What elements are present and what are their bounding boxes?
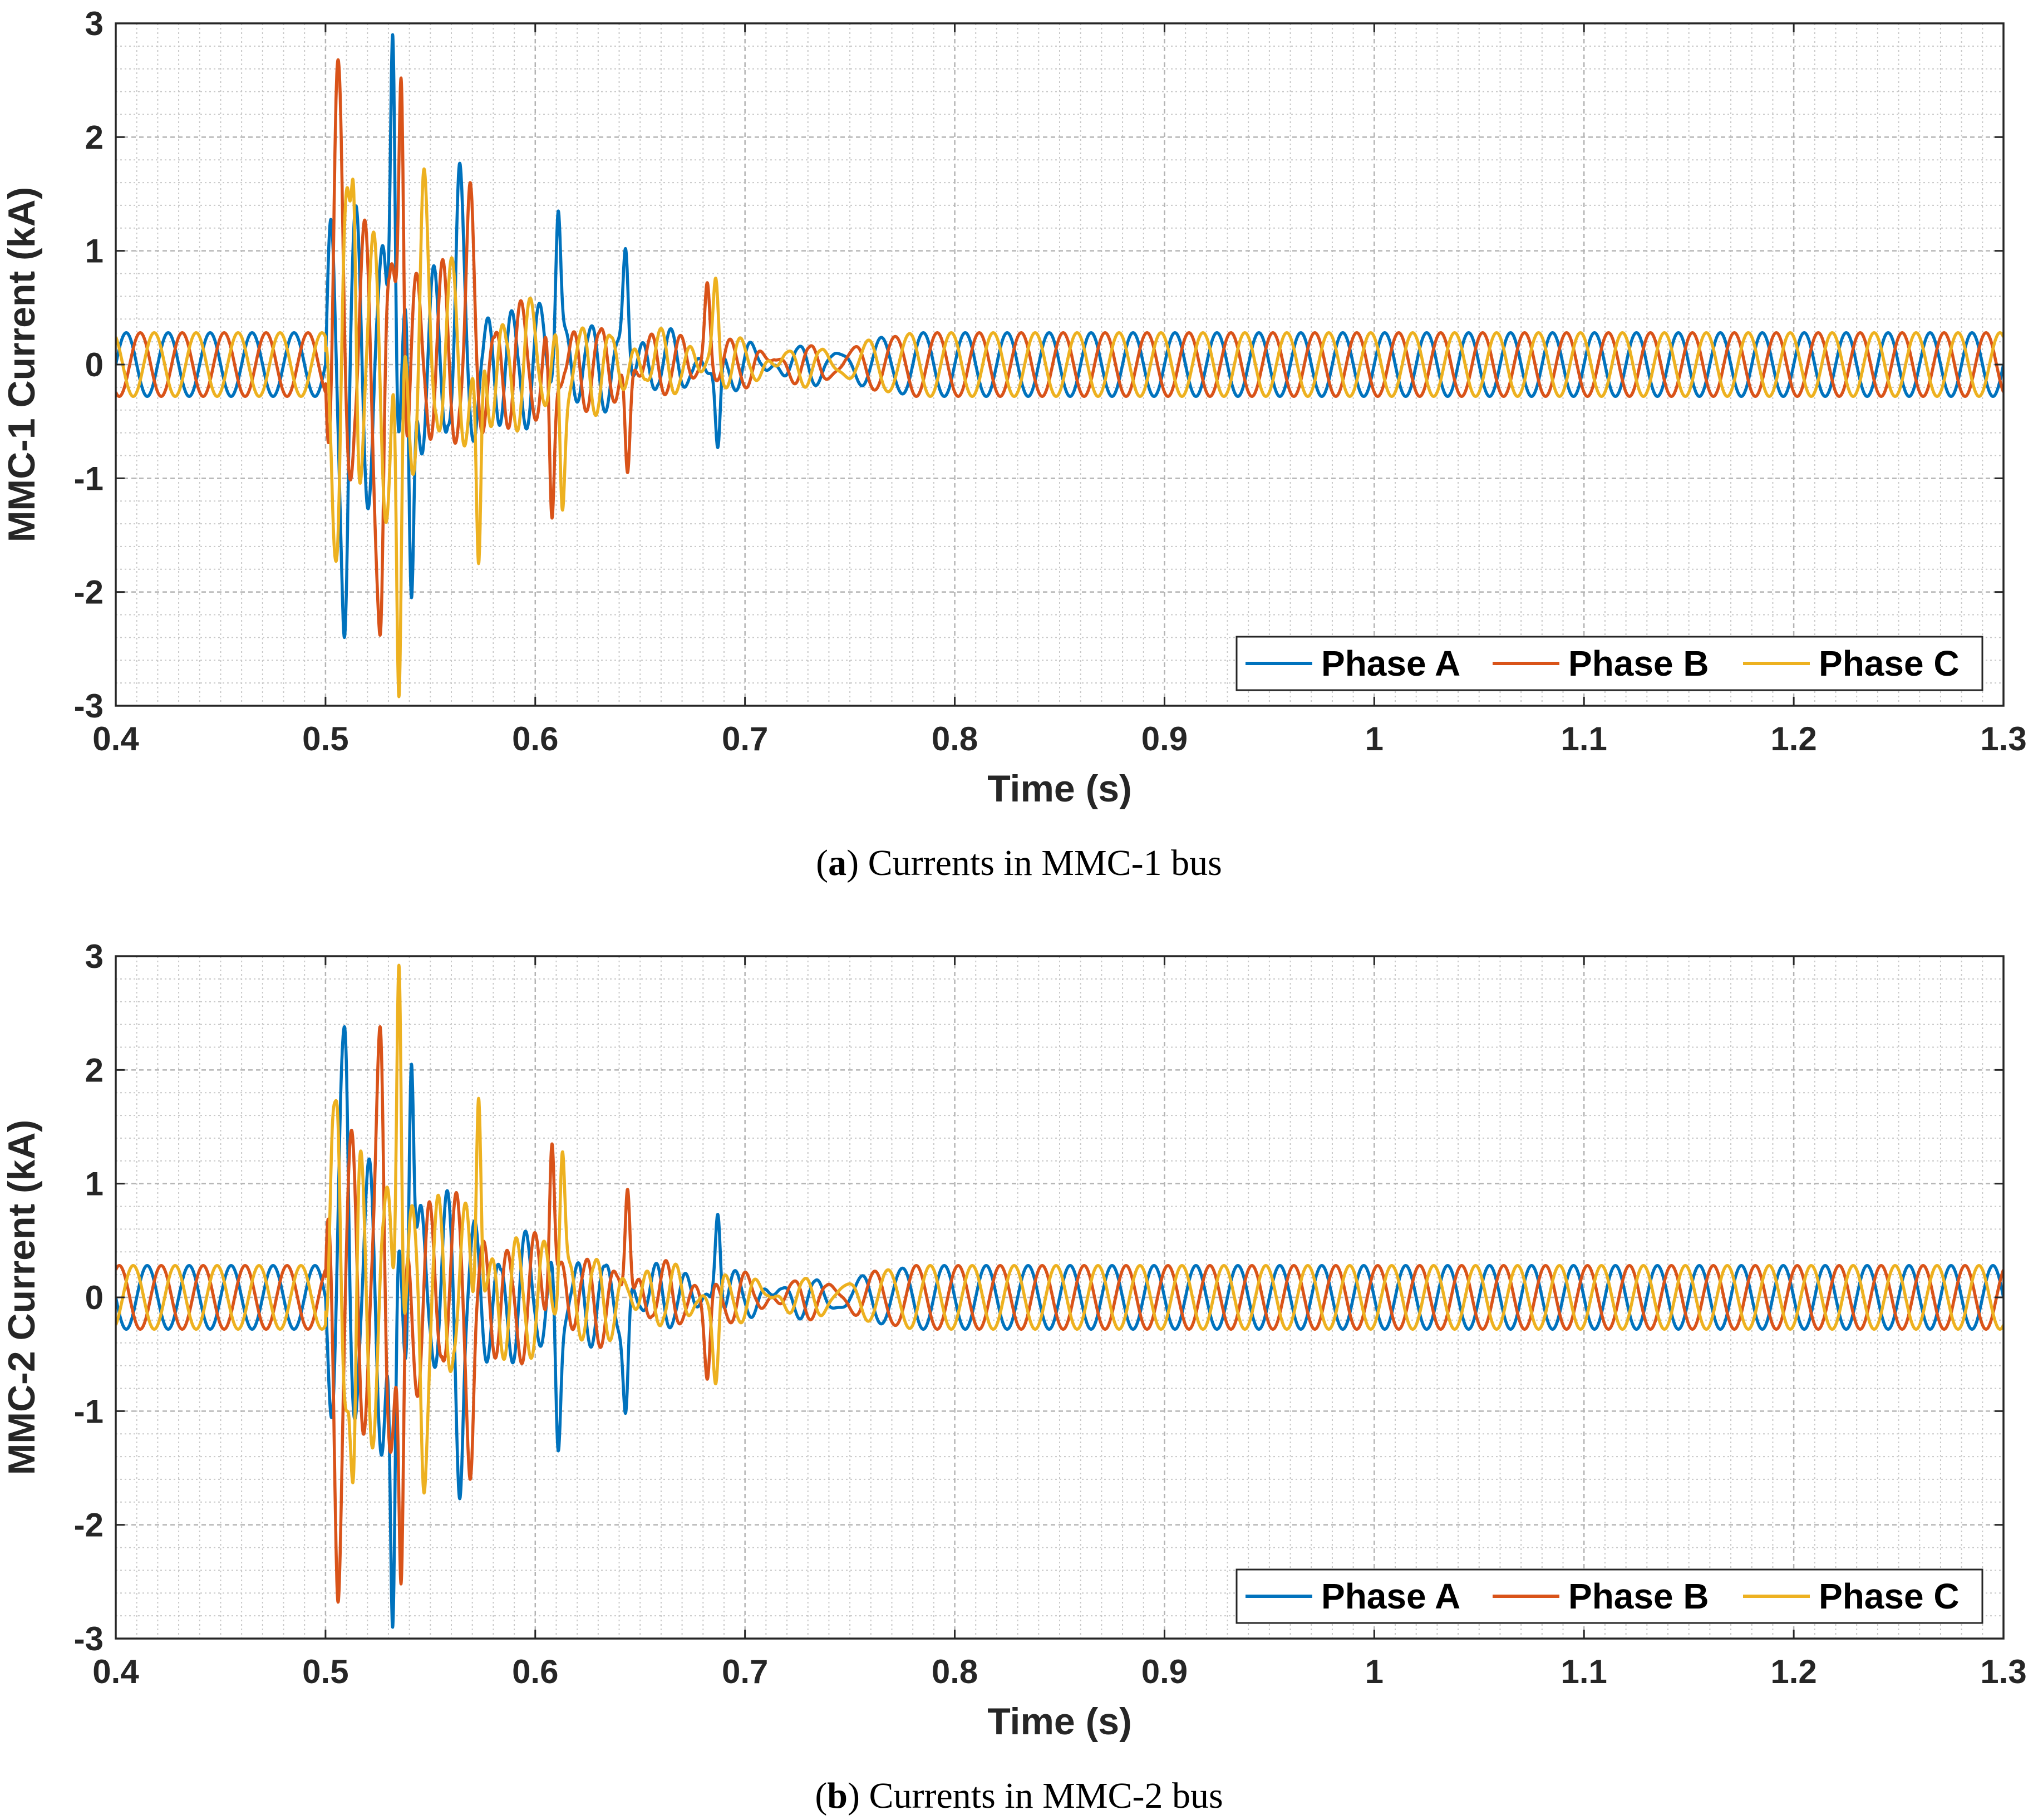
x-axis-label: Time (s)	[987, 1700, 1131, 1743]
x-tick-label: 1	[1365, 1653, 1384, 1690]
legend-label-phase-c: Phase C	[1819, 643, 1960, 683]
x-tick-label: 0.6	[512, 720, 558, 757]
x-tick-label: 0.5	[302, 720, 348, 757]
caption-text: Currents in MMC-1 bus	[868, 843, 1222, 883]
x-tick-label: 0.7	[722, 720, 768, 757]
legend: Phase A Phase B Phase C	[1235, 636, 1983, 691]
series-line-phase-b	[116, 58, 2003, 637]
y-tick-label: -2	[74, 1507, 104, 1544]
legend-box	[1235, 1568, 1983, 1624]
y-tick-label: 3	[85, 938, 104, 975]
x-tick-label: 0.9	[1141, 1653, 1188, 1690]
legend-box	[1235, 636, 1983, 691]
y-tick-label: 2	[85, 119, 104, 156]
caption-text: Currents in MMC-2 bus	[869, 1775, 1223, 1816]
legend-label-phase-a: Phase A	[1321, 643, 1460, 683]
x-tick-label: 0.9	[1141, 720, 1188, 757]
caption: (a) Currents in MMC-1 bus	[816, 843, 1222, 883]
x-tick-label: 1.3	[1980, 1653, 2026, 1690]
x-tick-label: 0.7	[722, 1653, 768, 1690]
y-axis-label: MMC-2 Current (kA)	[1, 1120, 43, 1475]
y-tick-label: 2	[85, 1051, 104, 1089]
x-tick-label: 1	[1365, 720, 1384, 757]
legend-label-phase-a: Phase A	[1321, 1576, 1460, 1616]
legend-label-phase-c: Phase C	[1819, 1576, 1960, 1616]
caption-label: b	[827, 1775, 848, 1816]
y-tick-label: -3	[74, 687, 104, 725]
legend: Phase A Phase B Phase C	[1235, 1568, 1983, 1624]
x-axis-label: Time (s)	[987, 768, 1131, 810]
series-group	[116, 963, 2003, 1629]
x-tick-label: 0.4	[92, 1653, 139, 1690]
x-tick-label: 0.4	[92, 720, 139, 757]
x-tick-label: 1.3	[1980, 720, 2026, 757]
caption: (b) Currents in MMC-2 bus	[815, 1775, 1223, 1816]
series-line-phase-c	[116, 167, 2003, 699]
series-line-phase-b	[116, 1025, 2003, 1604]
y-tick-label: 1	[85, 233, 104, 270]
y-tick-label: 1	[85, 1165, 104, 1203]
y-tick-label: 3	[85, 5, 104, 42]
y-tick-label: 0	[85, 1279, 104, 1316]
caption-label: a	[828, 843, 846, 883]
legend-label-phase-b: Phase B	[1568, 643, 1709, 683]
x-tick-label: 1.1	[1561, 720, 1607, 757]
y-tick-label: -1	[74, 460, 104, 497]
x-tick-label: 0.8	[932, 720, 978, 757]
x-tick-label: 1.1	[1561, 1653, 1607, 1690]
chart-panel-a: 0.4 0.5 0.6 0.7 0.8 0.9 1 1.1 1.2 1.3 -3 -2 -1 0 1 2 3 Ti…	[1, 5, 2027, 883]
grid	[115, 22, 2005, 707]
y-axis-label: MMC-1 Current (kA)	[1, 187, 43, 542]
x-tick-label: 0.5	[302, 1653, 348, 1690]
series-line-phase-c	[116, 963, 2003, 1495]
x-tick-label: 1.2	[1770, 1653, 1817, 1690]
x-tick-label: 1.2	[1770, 720, 1817, 757]
x-tick-label: 0.8	[932, 1653, 978, 1690]
chart-panel-b: 0.4 0.5 0.6 0.7 0.8 0.9 1 1.1 1.2 1.3 -3 -2 -1 0 1 2 3 Ti…	[1, 938, 2027, 1816]
y-tick-label: -3	[74, 1620, 104, 1657]
x-tick-label: 0.6	[512, 1653, 558, 1690]
series-group	[116, 33, 2003, 699]
y-tick-label: -2	[74, 574, 104, 611]
y-tick-label: 0	[85, 346, 104, 383]
legend-label-phase-b: Phase B	[1568, 1576, 1709, 1616]
y-tick-label: -1	[74, 1393, 104, 1430]
